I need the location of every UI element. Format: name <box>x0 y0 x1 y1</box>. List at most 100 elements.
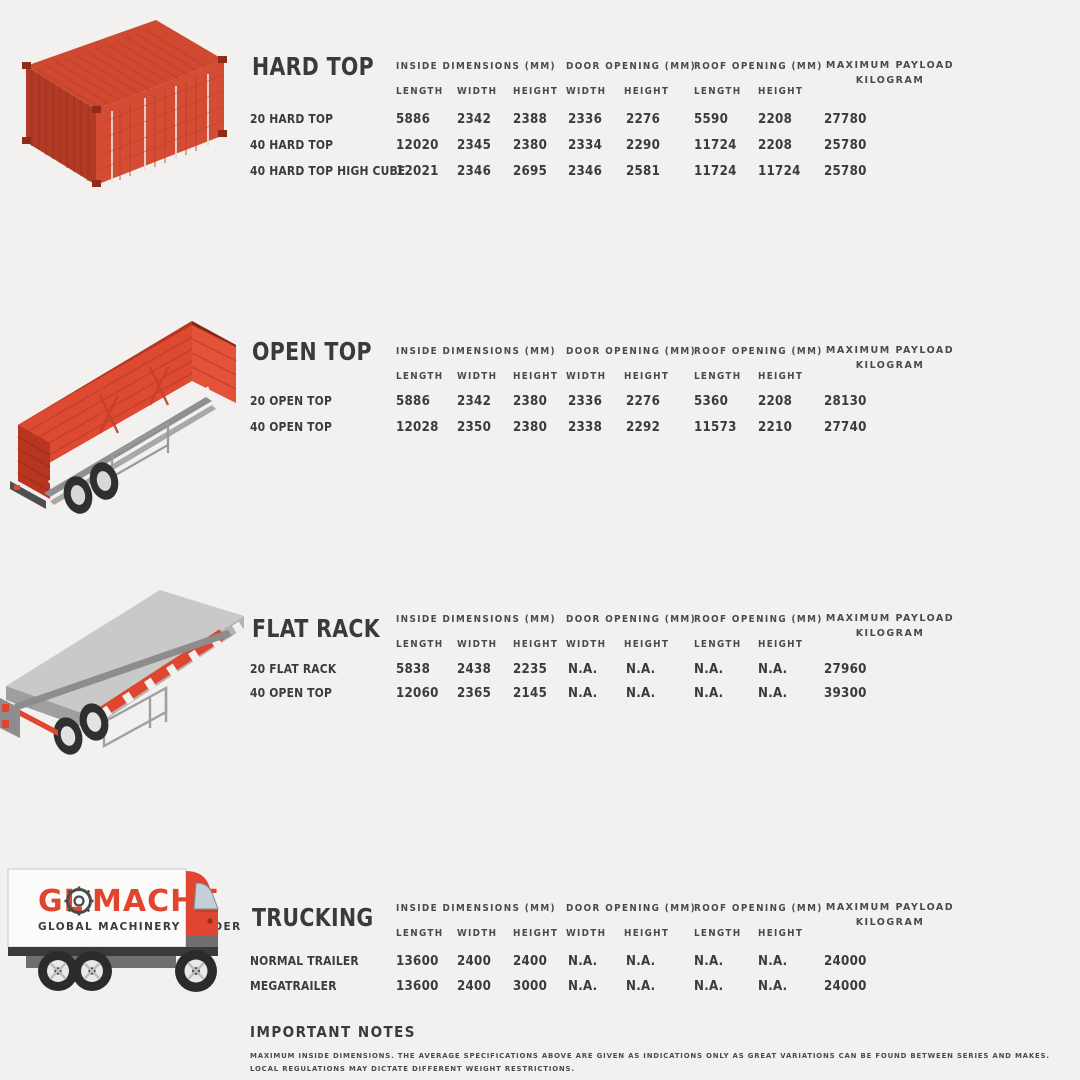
section-title-hard-top: HARD TOP <box>252 52 375 81</box>
table-cell: 2346 <box>568 163 603 179</box>
spec-table-trucking: TRUCKING INSIDE DIMENSIONS (MM) DOOR OPE… <box>250 855 1080 1015</box>
artwork-open-top-trailer <box>0 285 248 570</box>
group-header-roof-opening: ROOF OPENING (MM) <box>694 61 823 72</box>
group-header-roof-opening: ROOF OPENING (MM) <box>694 614 823 625</box>
table-row-label: MEGATRAILER <box>250 978 337 993</box>
table-cell: N.A. <box>758 978 788 994</box>
group-header-maximum-payload: MAXIMUM PAYLOAD <box>825 60 955 71</box>
table-cell: 2145 <box>513 685 548 701</box>
group-header-inside-dimensions: INSIDE DIMENSIONS (MM) <box>396 903 556 914</box>
group-header-kilogram: KILOGRAM <box>855 628 925 639</box>
table-cell: 2380 <box>513 419 548 435</box>
col-header-inside-width: WIDTH <box>457 371 498 382</box>
table-cell: 11724 <box>694 163 737 179</box>
table-cell: 27780 <box>824 111 867 127</box>
table-cell: 2365 <box>457 685 492 701</box>
table-cell: 2290 <box>626 137 661 153</box>
table-cell: 2208 <box>758 111 793 127</box>
notes-line-1: MAXIMUM INSIDE DIMENSIONS. THE AVERAGE S… <box>250 1051 1050 1060</box>
notes-title: IMPORTANT NOTES <box>250 1023 416 1041</box>
col-header-door-width: WIDTH <box>566 928 607 939</box>
table-cell: 2336 <box>568 393 603 409</box>
table-cell: N.A. <box>568 978 598 994</box>
table-cell: N.A. <box>568 685 598 701</box>
table-row-label: 20 OPEN TOP <box>250 393 333 408</box>
section-open-top: OPEN TOP INSIDE DIMENSIONS (MM) DOOR OPE… <box>0 285 1080 570</box>
table-row-label: 40 OPEN TOP <box>250 419 333 434</box>
table-cell: N.A. <box>626 685 656 701</box>
col-header-inside-width: WIDTH <box>457 86 498 97</box>
table-cell: 2208 <box>758 393 793 409</box>
table-cell: 2400 <box>513 953 548 969</box>
col-header-door-width: WIDTH <box>566 86 607 97</box>
table-row-label: 40 HARD TOP <box>250 137 334 152</box>
table-cell: 12020 <box>396 137 439 153</box>
table-cell: N.A. <box>758 685 788 701</box>
table-cell: 2334 <box>568 137 603 153</box>
artwork-box-truck: GL <box>0 855 248 1015</box>
table-cell: 2336 <box>568 111 603 127</box>
table-cell: 24000 <box>824 953 867 969</box>
table-row-label: NORMAL TRAILER <box>250 953 359 968</box>
table-cell: 25780 <box>824 163 867 179</box>
group-header-inside-dimensions: INSIDE DIMENSIONS (MM) <box>396 614 556 625</box>
table-cell: 2350 <box>457 419 492 435</box>
table-cell: N.A. <box>694 661 724 677</box>
group-header-roof-opening: ROOF OPENING (MM) <box>694 346 823 357</box>
table-cell: N.A. <box>568 953 598 969</box>
table-cell: 2345 <box>457 137 492 153</box>
table-cell: 2400 <box>457 953 492 969</box>
group-header-kilogram: KILOGRAM <box>855 917 925 928</box>
table-cell: 5838 <box>396 661 431 677</box>
table-row-label: 20 FLAT RACK <box>250 661 337 676</box>
col-header-roof-height: HEIGHT <box>758 86 804 97</box>
spec-table-open-top: OPEN TOP INSIDE DIMENSIONS (MM) DOOR OPE… <box>250 285 1080 570</box>
table-cell: 3000 <box>513 978 548 994</box>
group-header-door-opening: DOOR OPENING (MM) <box>566 346 697 357</box>
section-title-flat-rack: FLAT RACK <box>252 614 380 643</box>
table-cell: 2210 <box>758 419 793 435</box>
table-cell: N.A. <box>626 978 656 994</box>
artwork-shipping-container <box>0 0 248 285</box>
table-cell: 2208 <box>758 137 793 153</box>
table-cell: N.A. <box>758 953 788 969</box>
col-header-roof-length: LENGTH <box>694 371 742 382</box>
table-cell: N.A. <box>626 953 656 969</box>
table-cell: 5590 <box>694 111 729 127</box>
col-header-roof-height: HEIGHT <box>758 928 804 939</box>
col-header-door-height: HEIGHT <box>624 86 670 97</box>
col-header-roof-length: LENGTH <box>694 928 742 939</box>
col-header-inside-length: LENGTH <box>396 371 444 382</box>
table-cell: 2342 <box>457 111 492 127</box>
table-cell: 2346 <box>457 163 492 179</box>
group-header-maximum-payload: MAXIMUM PAYLOAD <box>825 613 955 624</box>
table-cell: 12021 <box>396 163 439 179</box>
group-header-kilogram: KILOGRAM <box>855 75 925 86</box>
col-header-inside-height: HEIGHT <box>513 928 559 939</box>
table-cell: 2292 <box>626 419 661 435</box>
table-cell: N.A. <box>758 661 788 677</box>
table-cell: 25780 <box>824 137 867 153</box>
col-header-inside-height: HEIGHT <box>513 639 559 650</box>
table-cell: 12028 <box>396 419 439 435</box>
table-cell: 2338 <box>568 419 603 435</box>
table-cell: 24000 <box>824 978 867 994</box>
table-cell: N.A. <box>694 685 724 701</box>
table-cell: 2276 <box>626 393 661 409</box>
col-header-inside-height: HEIGHT <box>513 371 559 382</box>
table-cell: 2581 <box>626 163 661 179</box>
section-trucking: GL <box>0 855 1080 1015</box>
spec-table-hard-top: HARD TOP INSIDE DIMENSIONS (MM) DOOR OPE… <box>250 0 1080 285</box>
col-header-inside-length: LENGTH <box>396 86 444 97</box>
col-header-roof-length: LENGTH <box>694 639 742 650</box>
table-cell: N.A. <box>694 953 724 969</box>
table-cell: 2342 <box>457 393 492 409</box>
group-header-inside-dimensions: INSIDE DIMENSIONS (MM) <box>396 61 556 72</box>
section-hard-top: HARD TOP INSIDE DIMENSIONS (MM) DOOR OPE… <box>0 0 1080 285</box>
table-cell: 11724 <box>758 163 801 179</box>
table-cell: 2388 <box>513 111 548 127</box>
col-header-inside-length: LENGTH <box>396 928 444 939</box>
table-cell: 2276 <box>626 111 661 127</box>
group-header-door-opening: DOOR OPENING (MM) <box>566 614 697 625</box>
group-header-kilogram: KILOGRAM <box>855 360 925 371</box>
